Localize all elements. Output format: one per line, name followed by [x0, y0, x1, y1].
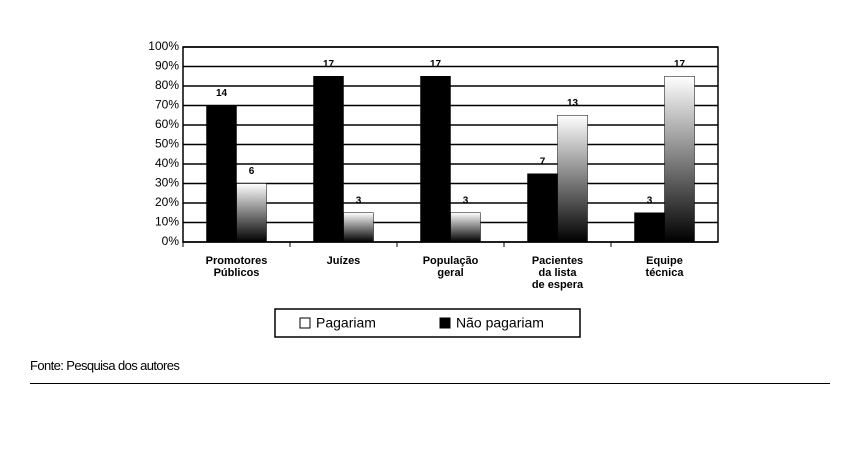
x-tick-label: técnica	[646, 267, 685, 279]
bar	[313, 76, 344, 243]
bar	[420, 76, 451, 243]
x-tick-label: Equipe	[646, 255, 683, 267]
y-tick-label: 90%	[155, 59, 179, 73]
value-label: 17	[430, 59, 442, 70]
rule	[30, 383, 830, 384]
bar	[634, 212, 665, 243]
value-label: 17	[674, 59, 686, 70]
legend-swatch	[439, 317, 451, 329]
bar	[527, 173, 558, 243]
value-label: 7	[540, 156, 546, 167]
value-label: 17	[323, 59, 335, 70]
y-tick-label: 70%	[155, 98, 179, 112]
bar	[343, 212, 374, 243]
value-label: 13	[567, 98, 579, 109]
y-tick-label: 80%	[155, 78, 179, 92]
y-tick-label: 0%	[162, 234, 180, 248]
y-tick-label: 60%	[155, 117, 179, 131]
y-tick-label: 20%	[155, 195, 179, 209]
value-label: 3	[647, 195, 653, 206]
y-tick-label: 40%	[155, 156, 179, 170]
x-tick-label: Pacientes	[532, 255, 583, 267]
x-tick-label: de espera	[532, 279, 584, 291]
y-tick-label: 50%	[155, 137, 179, 151]
x-tick-label: Públicos	[214, 267, 260, 279]
legend-label: Pagariam	[316, 315, 376, 331]
legend-label: Não pagariam	[456, 315, 544, 331]
source: Fonte: Pesquisa dos autores	[30, 358, 180, 373]
x-tick-label: da lista	[539, 267, 578, 279]
value-label: 14	[216, 88, 228, 99]
x-tick-label: Promotores	[206, 255, 268, 267]
value-label: 3	[356, 195, 362, 206]
x-tick-label: geral	[437, 267, 463, 279]
bar	[450, 212, 481, 243]
y-tick-label: 100%	[148, 39, 179, 53]
x-tick-label: Juízes	[327, 255, 361, 267]
value-label: 3	[463, 195, 469, 206]
y-tick-label: 30%	[155, 176, 179, 190]
x-tick-label: População	[423, 255, 479, 267]
legend-box	[274, 308, 581, 338]
bar	[664, 76, 695, 243]
bar	[206, 105, 237, 243]
bar	[236, 183, 267, 243]
legend-swatch	[299, 317, 311, 329]
bar	[557, 115, 588, 243]
value-label: 6	[249, 166, 255, 177]
y-tick-label: 10%	[155, 215, 179, 229]
